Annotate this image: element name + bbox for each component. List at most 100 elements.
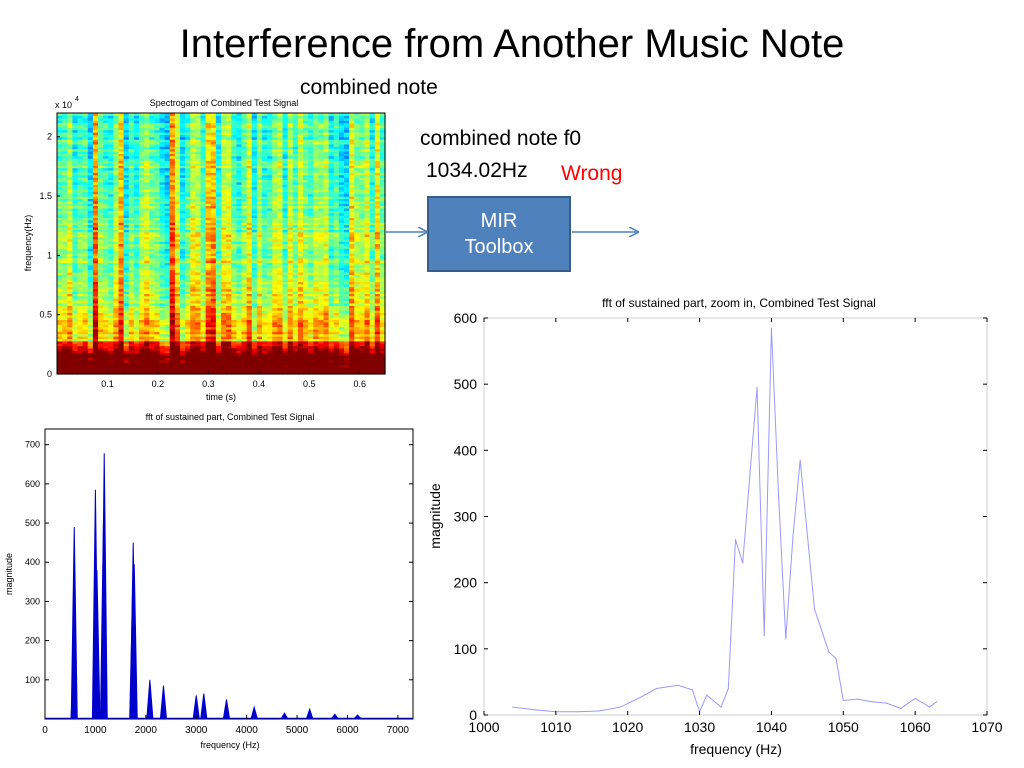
heatmap-cell: [113, 364, 120, 368]
heatmap-cell: [344, 198, 350, 202]
heatmap-cell: [318, 286, 325, 290]
heatmap-cell: [180, 262, 186, 266]
heatmap-cell: [57, 243, 63, 247]
heatmap-cell: [108, 229, 114, 233]
heatmap-cell: [221, 229, 227, 233]
heatmap-cell: [98, 224, 104, 228]
heatmap-cell: [164, 191, 171, 195]
heatmap-cell: [98, 245, 104, 249]
heatmap-cell: [139, 371, 145, 375]
heatmap-cell: [210, 345, 217, 349]
heatmap-cell: [128, 338, 135, 342]
heatmap-cell: [72, 212, 79, 216]
heatmap-cell: [159, 200, 166, 204]
heatmap-cell: [241, 309, 248, 313]
heatmap-cell: [159, 198, 166, 202]
heatmap-cell: [272, 215, 278, 218]
heatmap-cell: [364, 267, 371, 271]
heatmap-cell: [210, 300, 217, 304]
heatmap-cell: [318, 252, 325, 256]
heatmap-cell: [154, 366, 161, 370]
heatmap-cell: [139, 281, 145, 285]
heatmap-cell: [251, 307, 258, 311]
heatmap-cell: [82, 276, 89, 280]
heatmap-cell: [379, 281, 386, 285]
heatmap-cell: [354, 200, 360, 204]
heatmap-cell: [297, 276, 304, 280]
heatmap-cell: [57, 215, 63, 218]
heatmap-cell: [297, 309, 304, 313]
heatmap-cell: [215, 241, 222, 245]
heatmap-cell: [338, 193, 345, 197]
heatmap-cell: [62, 248, 68, 252]
heatmap-cell: [103, 359, 109, 363]
heatmap-cell: [98, 188, 104, 192]
heatmap-cell: [374, 359, 381, 363]
heatmap-cell: [154, 293, 161, 297]
heatmap-cell: [272, 347, 278, 351]
heatmap-cell: [333, 343, 340, 347]
heatmap-cell: [149, 317, 155, 321]
heatmap-cell: [159, 260, 166, 264]
heatmap-cell: [323, 260, 330, 264]
heatmap-cell: [344, 357, 350, 361]
heatmap-cell: [190, 288, 196, 292]
heatmap-cell: [98, 217, 104, 221]
heatmap-cell: [210, 305, 217, 309]
heatmap-cell: [200, 252, 207, 256]
heatmap-cell: [185, 188, 191, 192]
heatmap-cell: [82, 210, 89, 214]
heatmap-cell: [210, 210, 217, 214]
heatmap-cell: [195, 359, 202, 363]
heatmap-cell: [190, 307, 196, 311]
heatmap-cell: [328, 200, 335, 204]
heatmap-cell: [67, 328, 73, 332]
heatmap-cell: [169, 355, 176, 358]
heatmap-cell: [169, 286, 176, 290]
heatmap-cell: [364, 241, 371, 245]
heatmap-cell: [57, 317, 63, 321]
heatmap-cell: [374, 274, 381, 278]
heatmap-cell: [236, 191, 243, 195]
heatmap-cell: [190, 290, 196, 294]
heatmap-cell: [67, 364, 73, 368]
heatmap-cell: [251, 317, 258, 321]
heatmap-cell: [374, 345, 381, 349]
heatmap-cell: [292, 281, 299, 285]
heatmap-cell: [164, 357, 171, 361]
heatmap-cell: [103, 307, 109, 311]
heatmap-cell: [277, 207, 284, 211]
heatmap-cell: [267, 298, 273, 302]
heatmap-cell: [103, 279, 109, 283]
heatmap-cell: [364, 243, 371, 247]
heatmap-cell: [256, 357, 263, 361]
heatmap-cell: [92, 229, 99, 233]
heatmap-cell: [169, 276, 176, 280]
heatmap-cell: [328, 324, 335, 328]
heatmap-cell: [210, 347, 217, 351]
heatmap-cell: [282, 252, 289, 256]
heatmap-cell: [180, 224, 186, 228]
heatmap-cell: [277, 279, 284, 283]
heatmap-cell: [185, 369, 191, 373]
heatmap-cell: [333, 319, 340, 323]
heatmap-cell: [77, 326, 84, 330]
heatmap-cell: [200, 302, 207, 306]
heatmap-cell: [215, 369, 222, 373]
heatmap-cell: [159, 279, 166, 283]
heatmap-cell: [205, 236, 212, 240]
heatmap-cell: [190, 269, 196, 273]
heatmap-cell: [282, 347, 289, 351]
heatmap-cell: [256, 226, 263, 230]
heatmap-cell: [62, 207, 68, 211]
heatmap-cell: [57, 229, 63, 233]
heatmap-cell: [113, 252, 120, 256]
heatmap-cell: [185, 226, 191, 230]
heatmap-cell: [98, 355, 104, 358]
heatmap-cell: [272, 307, 278, 311]
heatmap-cell: [92, 298, 99, 302]
heatmap-cell: [256, 279, 263, 283]
heatmap-cell: [195, 286, 202, 290]
heatmap-cell: [200, 293, 207, 297]
heatmap-cell: [77, 300, 84, 304]
